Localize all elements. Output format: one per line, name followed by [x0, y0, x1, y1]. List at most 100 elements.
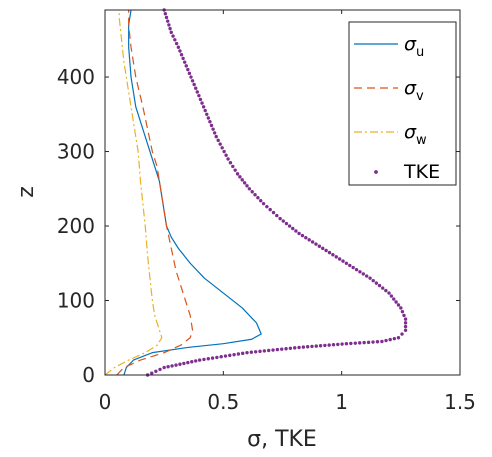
tke-point [327, 250, 332, 255]
tke-point [214, 134, 218, 139]
tke-point [403, 324, 408, 329]
tke-point [190, 360, 194, 364]
tke-point [275, 347, 280, 352]
tke-point [182, 361, 186, 366]
tke-point [403, 317, 408, 321]
tke-point [265, 204, 269, 209]
sigma-u-legend-label: σu [404, 33, 424, 60]
tke-point [171, 34, 175, 38]
tke-point [211, 127, 215, 131]
tke-point [364, 274, 369, 278]
tke-point [366, 340, 371, 345]
tke-point [162, 365, 166, 370]
tke-point [223, 354, 228, 358]
tke-point [287, 224, 292, 228]
tke-point [228, 161, 233, 165]
tke-point [358, 341, 362, 345]
tke-point [240, 178, 244, 182]
tke-point [358, 270, 362, 274]
tke-point [178, 49, 182, 53]
tke-point [167, 23, 171, 27]
tke-point [392, 336, 397, 341]
tke-point [174, 363, 178, 367]
tke-point [170, 364, 174, 368]
tke-point [173, 38, 177, 42]
tke-point [210, 356, 215, 360]
tke-point [201, 105, 206, 109]
tke-point [228, 353, 232, 358]
tke-point [220, 146, 224, 150]
x-tick-label: 1 [335, 390, 348, 414]
tke-point [194, 359, 198, 363]
tke-point [327, 343, 331, 347]
tke-point [305, 345, 310, 349]
tke-point [166, 365, 170, 369]
tke-point [250, 190, 254, 194]
tke-point [247, 187, 252, 191]
tke-point [189, 75, 193, 79]
tke-point [293, 346, 297, 350]
tke-point [280, 347, 284, 351]
tke-point [291, 226, 295, 231]
tke-point [166, 19, 170, 23]
tke-point [348, 263, 352, 268]
tke-point [294, 229, 298, 233]
tke-point [384, 338, 388, 343]
y-tick-label: 300 [57, 140, 95, 164]
tke-point [402, 313, 406, 318]
tke-point [399, 306, 403, 310]
tke-point [206, 357, 210, 361]
tke-point [178, 362, 182, 366]
y-tick-label: 100 [57, 289, 95, 313]
tke-point [258, 349, 262, 354]
tke-point [200, 101, 204, 105]
tke-point [394, 300, 398, 304]
x-tick-label: 0.5 [207, 390, 239, 414]
tke-point [169, 30, 173, 35]
tke-point [314, 344, 318, 348]
tke-point [331, 253, 335, 257]
tke-point [400, 332, 404, 336]
tke-point [301, 345, 306, 349]
tke-point [321, 246, 325, 251]
tke-point [182, 60, 187, 64]
tke-point [216, 138, 220, 143]
tke-point [334, 255, 338, 259]
tke-point [209, 123, 214, 128]
tke-point [371, 278, 375, 283]
tke-point [278, 216, 282, 221]
tke-point [242, 181, 247, 185]
sigma-w-legend-label: σw [404, 121, 427, 148]
x-tick-label: 0 [99, 390, 112, 414]
tke-point [215, 355, 219, 360]
tke-point [307, 238, 311, 242]
tke-point [396, 336, 401, 340]
tke-point [371, 340, 375, 344]
tke-point [351, 265, 355, 270]
tke-point [403, 328, 408, 333]
tke-point [362, 340, 366, 345]
tke-point [253, 193, 257, 197]
tke-point [198, 97, 203, 102]
tke-point [158, 367, 162, 372]
tke-point [164, 15, 169, 20]
tke-point [377, 283, 382, 288]
tke-point [353, 341, 357, 345]
tke-point [384, 288, 388, 293]
tke-point [262, 349, 267, 353]
tke-point [341, 259, 345, 263]
tke-point [375, 340, 380, 344]
tke-point [197, 93, 201, 98]
series-layer [104, 8, 408, 377]
tke-point [154, 369, 158, 373]
tke-point [297, 345, 301, 350]
tke-point [349, 341, 353, 346]
tke-point [261, 201, 266, 206]
tke-point [374, 281, 379, 285]
tke-point [176, 45, 181, 49]
tke-point [344, 342, 349, 346]
y-axis-label: z [14, 186, 39, 198]
tke-point [297, 231, 301, 236]
tke-point [233, 168, 237, 172]
